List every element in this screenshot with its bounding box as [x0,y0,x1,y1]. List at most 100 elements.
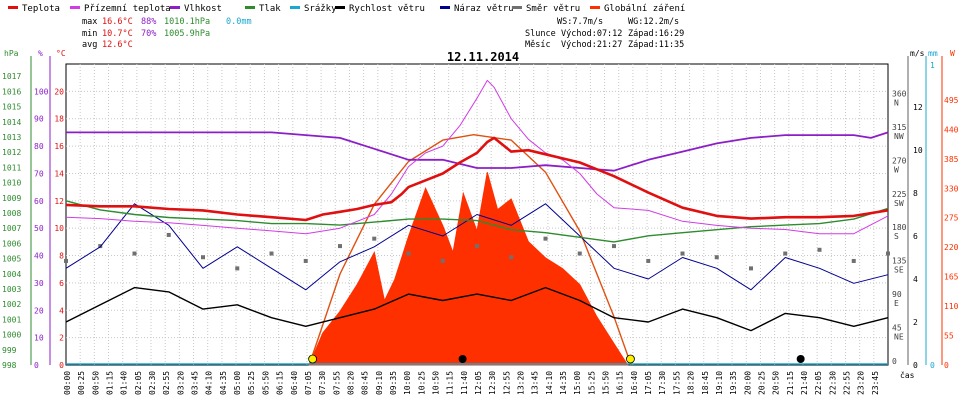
wind-direction-point [612,244,616,249]
tick-hpa: 1005 [2,255,21,264]
tick-ms: 0 [913,361,918,370]
tick-temp: 10 [54,224,64,233]
tick-pct: 0 [34,361,39,370]
tick-hpa: 1015 [2,103,21,112]
stat-label: avg [82,40,97,50]
tick-hpa: 1012 [2,148,21,157]
wind-direction-point [372,236,377,241]
tick-w: 385 [944,155,959,164]
legend-swatch [440,6,450,9]
moonrise-marker [796,355,805,363]
tick-time: 07:55 [332,371,341,395]
legend-swatch [170,6,180,9]
tick-time: 01:40 [120,371,129,395]
axis-label-pct: % [38,49,43,58]
tick-time: 16:15 [616,371,625,395]
tick-time: 03:20 [176,371,185,395]
legend-swatch [245,6,255,9]
tick-time: 01:15 [106,371,115,395]
tick-dir: 90 [892,290,902,299]
wind-direction-point [64,258,68,263]
tick-dir: 315 [892,123,907,132]
tick-time: 22:55 [842,371,851,395]
axis-label-w: W [950,49,955,58]
tick-temp: 8 [59,252,64,261]
tick-time: 08:45 [361,371,370,395]
axes: hPa1017101610151014101310121011101010091… [2,49,959,395]
humidity-line [66,131,889,172]
tick-pct: 90 [34,115,44,124]
tick-time: 07:05 [304,371,313,395]
stat-moon-rise: Východ:21:27 [561,40,622,50]
tick-time: 05:25 [247,371,256,395]
tick-time: 10:25 [417,371,426,395]
tick-temp: 0 [59,361,64,370]
stat-label: min [82,29,97,39]
wind-direction-point [440,258,445,263]
legend-label: Přízemní teplota [84,4,171,14]
tick-temp: 6 [59,279,64,288]
temperature-line [65,136,889,222]
tick-hpa: 1008 [2,209,21,218]
tick-hpa: 1011 [2,163,21,172]
wind-direction-point [338,244,342,249]
stat-moon-label: Měsíc [525,40,551,50]
tick-time: 16:40 [630,371,639,395]
solar-radiation-area [308,172,629,366]
tick-hpa: 1006 [2,239,21,248]
tick-hpa: 1004 [2,270,21,279]
stat-temp: 12.6°C [102,40,133,50]
tick-temp: 12 [54,197,64,206]
tick-time: 11:15 [446,371,455,395]
tick-time: 12:30 [488,371,497,395]
tick-time: 06:15 [276,371,285,395]
tick-temp: 14 [54,169,64,178]
stat-sun-label: Slunce [525,29,556,39]
wind-gust-line [65,203,889,291]
tick-dir-label: NW [894,132,904,141]
tick-ms: 8 [913,189,918,198]
tick-time: 15:00 [573,371,582,395]
tick-time: 18:45 [701,371,710,395]
tick-temp: 2 [59,334,64,343]
wind-speed-line [65,286,889,332]
tick-mm: 1 [930,61,935,70]
axis-label-mm: mm [928,49,938,58]
tick-time: 15:25 [587,371,596,395]
axis-label-time: čas [900,370,915,380]
tick-temp: 20 [54,87,64,96]
tick-hpa: 999 [2,346,17,355]
tick-time: 18:20 [687,371,696,395]
tick-time: 20:00 [743,371,752,395]
stat-moon-set: Západ:11:35 [628,40,684,50]
tick-ms: 2 [913,318,918,327]
tick-time: 22:30 [828,371,837,395]
tick-time: 02:30 [148,371,157,395]
tick-time: 15:50 [602,371,611,395]
tick-time: 03:45 [191,371,200,395]
tick-time: 13:20 [517,371,526,395]
wind-direction-point [646,258,651,263]
stat-temp: 10.7°C [102,29,133,39]
tick-hpa: 1002 [2,300,21,309]
legend-swatch [290,6,300,9]
axis-label-ms: m/s [910,49,925,58]
tick-pct: 70 [34,169,44,178]
tick-dir: 180 [892,223,907,232]
tick-time: 20:50 [772,371,781,395]
tick-time: 04:10 [205,371,214,395]
tick-w: 440 [944,125,959,134]
sunset-marker [626,354,635,364]
tick-mm: 0 [930,361,935,370]
tick-hpa: 1000 [2,331,21,340]
tick-dir-label: N [894,98,899,107]
legend-swatch [590,6,600,9]
pressure-line [65,200,889,243]
wind-direction-point [680,251,685,256]
axis-label-temp: °C [56,49,66,58]
tick-hpa: 1003 [2,285,21,294]
tick-time: 10:00 [403,371,412,395]
tick-w: 330 [944,184,959,193]
tick-hpa: 1007 [2,224,21,233]
tick-hpa: 998 [2,361,17,370]
